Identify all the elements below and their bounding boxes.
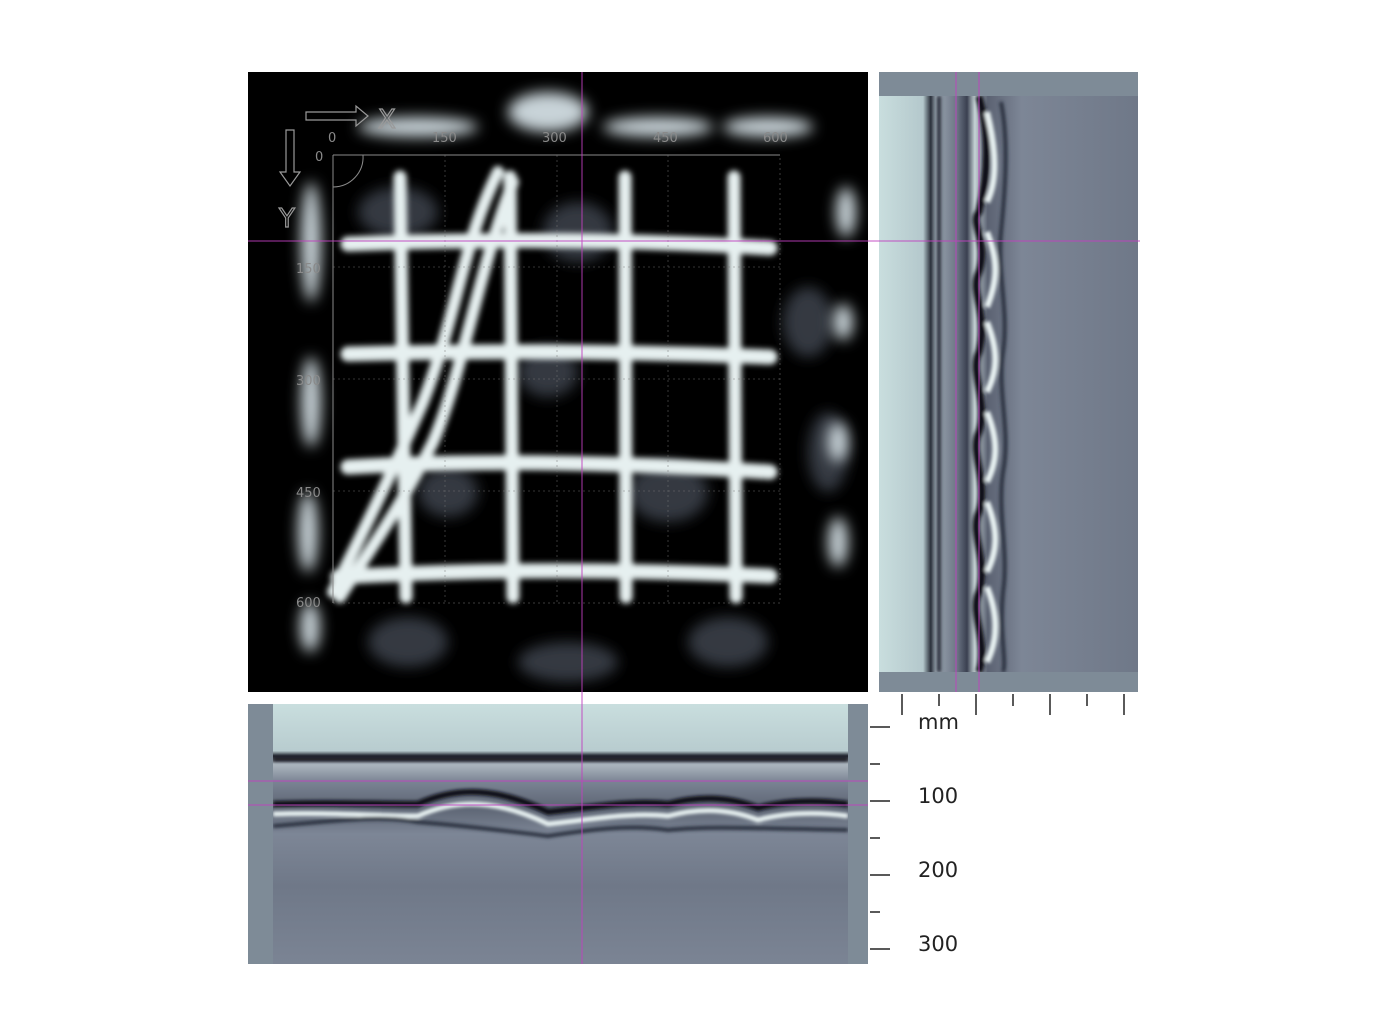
- rebar-horizontal-3: [340, 455, 778, 480]
- rebar-grid: [327, 166, 778, 604]
- y-arrow-icon: [278, 129, 302, 188]
- y-tick-label: 150: [296, 262, 321, 277]
- x-tick-label: 450: [653, 131, 678, 146]
- front-view-image: [248, 704, 868, 964]
- y-tick-label: 600: [296, 596, 321, 611]
- plan-view-image: 0 150 300 450 600 0 150 300 450 600 X Y: [248, 72, 868, 692]
- noise-blobs: [358, 187, 848, 682]
- front-depth-scale: [870, 726, 890, 950]
- x-tick-label: 600: [763, 131, 788, 146]
- side-view-image: [879, 72, 1138, 692]
- rebar-diagonal-2: [327, 166, 504, 598]
- plan-view-slice[interactable]: 0 150 300 450 600 0 150 300 450 600 X Y: [248, 72, 868, 692]
- rebar-horizontal-4: [330, 563, 778, 585]
- x-axis-letter: X: [378, 105, 396, 135]
- y-axis-letter: Y: [278, 204, 295, 234]
- side-depth-scale: [901, 694, 1125, 715]
- front-hyperbolas: [272, 756, 849, 839]
- depth-label-200: 200: [918, 858, 959, 882]
- depth-label-100: 100: [918, 784, 959, 808]
- side-view-radargram[interactable]: [879, 72, 1138, 692]
- rebar-horizontal-2: [340, 344, 778, 365]
- depth-unit-label: mm: [918, 710, 959, 734]
- x-tick-label: 300: [542, 131, 567, 146]
- y-tick-label: 300: [296, 374, 321, 389]
- depth-label-300: 300: [918, 932, 959, 956]
- x-arrow-icon: [305, 104, 369, 128]
- y-tick-label: 450: [296, 486, 321, 501]
- edge-artifacts: [298, 92, 856, 652]
- front-view-radargram[interactable]: [248, 704, 868, 964]
- x-tick-label: 150: [432, 131, 457, 146]
- x-tick-labels: 0 150 300 450 600: [328, 131, 788, 146]
- y-tick-labels: 0 150 300 450 600: [296, 150, 323, 611]
- y-tick-label: 0: [315, 150, 323, 165]
- x-tick-label: 0: [328, 131, 336, 146]
- plan-axes: [278, 104, 781, 604]
- rebar-diagonal-1: [334, 176, 519, 603]
